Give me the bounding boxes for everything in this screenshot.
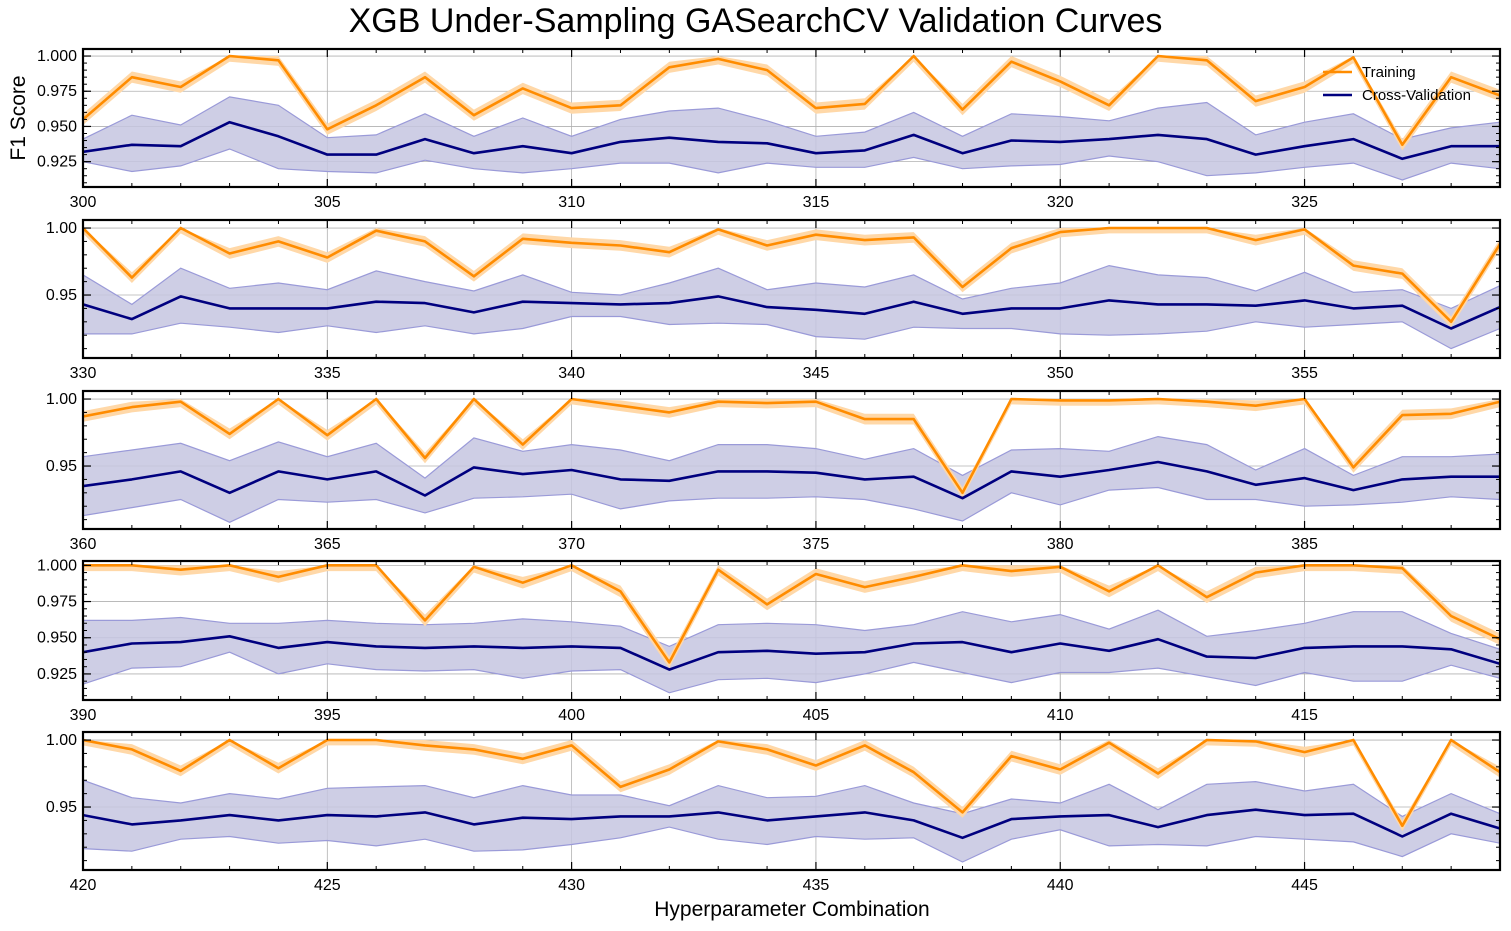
x-tick-label: 405 — [803, 707, 830, 724]
chart-title: XGB Under-Sampling GASearchCV Validation… — [348, 2, 1163, 40]
cv-line — [83, 635, 1500, 671]
x-tick-label: 345 — [803, 365, 830, 382]
cv-std-band — [83, 264, 1500, 350]
y-tick-label: 0.95 — [46, 458, 77, 475]
x-tick-label: 395 — [314, 707, 341, 724]
x-tick-label: 440 — [1047, 877, 1074, 894]
training-std-band — [83, 565, 1500, 669]
y-axis-label: F1 Score — [7, 75, 30, 160]
panel-frame — [81, 47, 1502, 189]
x-tick-label: 410 — [1047, 707, 1074, 724]
x-tick-label: 370 — [558, 536, 585, 553]
legend-cv-label: Cross-Validation — [1362, 87, 1471, 104]
x-tick-label: 355 — [1291, 365, 1318, 382]
x-tick-label: 340 — [558, 365, 585, 382]
cv-std-band — [83, 435, 1500, 523]
training-line — [83, 397, 1500, 495]
x-tick-label: 320 — [1047, 194, 1074, 211]
training-line — [83, 54, 1500, 147]
x-tick-label: 390 — [70, 707, 97, 724]
y-tick-label: 0.950 — [37, 630, 77, 647]
training-std-band — [83, 740, 1500, 832]
x-tick-label: 415 — [1291, 707, 1318, 724]
x-tick-label: 385 — [1291, 536, 1318, 553]
y-tick-label: 0.95 — [46, 287, 77, 304]
x-tick-label: 420 — [70, 877, 97, 894]
plot-area — [83, 564, 1500, 694]
panel-frame — [81, 730, 1502, 872]
x-tick-label: 430 — [558, 877, 585, 894]
cv-line — [83, 295, 1500, 330]
legend-training-label: Training — [1362, 64, 1416, 81]
x-tick-label: 435 — [803, 877, 830, 894]
x-axis-label: Hyperparameter Combination — [654, 898, 929, 921]
x-tick-label: 380 — [1047, 536, 1074, 553]
x-tick-label: 365 — [314, 536, 341, 553]
y-tick-label: 0.925 — [37, 666, 77, 683]
x-tick-label: 325 — [1291, 194, 1318, 211]
plot-area — [83, 738, 1500, 863]
x-tick-label: 445 — [1291, 877, 1318, 894]
x-tick-label: 310 — [558, 194, 585, 211]
training-line — [83, 226, 1500, 324]
panel-3: 360 365 370 375 380 385 0.95 1.00 — [46, 389, 1502, 553]
y-tick-label: 1.000 — [37, 48, 77, 65]
y-tick-label: 0.975 — [37, 83, 77, 100]
x-tick-label: 425 — [314, 877, 341, 894]
y-tick-label: 1.00 — [46, 220, 77, 237]
cv-std-band — [83, 779, 1500, 863]
y-tick-label: 0.95 — [46, 799, 77, 816]
x-tick-label: 315 — [803, 194, 830, 211]
training-line — [83, 738, 1500, 828]
panel-frame — [81, 218, 1502, 360]
panel-4: 390 395 400 405 410 415 0.925 0.950 0.975 1.000 — [37, 557, 1502, 724]
panel-frame — [81, 389, 1502, 531]
cv-line — [83, 808, 1500, 840]
panel-1: 300 305 310 315 320 325 0.925 0.950 0.975 1.000 Tr… — [37, 47, 1502, 211]
legend: Training Cross-Validation — [1323, 64, 1471, 104]
x-tick-label: 375 — [803, 536, 830, 553]
training-std-band — [83, 228, 1500, 328]
y-tick-label: 0.975 — [37, 594, 77, 611]
cv-std-band — [83, 96, 1500, 181]
x-tick-label: 335 — [314, 365, 341, 382]
y-tick-label: 1.000 — [37, 557, 77, 574]
plot-area — [83, 54, 1500, 181]
x-tick-label: 400 — [558, 707, 585, 724]
cv-line — [83, 120, 1500, 161]
plot-area — [83, 226, 1500, 350]
x-tick-label: 305 — [314, 194, 341, 211]
training-line — [83, 564, 1500, 664]
x-tick-label: 360 — [70, 536, 97, 553]
plot-area — [83, 397, 1500, 523]
panel-2: 330 335 340 345 350 355 0.95 1.00 — [46, 218, 1502, 382]
x-tick-label: 330 — [70, 365, 97, 382]
cv-line — [83, 460, 1500, 500]
y-tick-label: 1.00 — [46, 391, 77, 408]
y-tick-label: 0.950 — [37, 118, 77, 135]
x-tick-label: 350 — [1047, 365, 1074, 382]
y-tick-label: 1.00 — [46, 732, 77, 749]
panel-5: 420 425 430 435 440 445 0.95 1.00 — [46, 730, 1502, 894]
y-tick-label: 0.925 — [37, 154, 77, 171]
x-tick-label: 300 — [70, 194, 97, 211]
